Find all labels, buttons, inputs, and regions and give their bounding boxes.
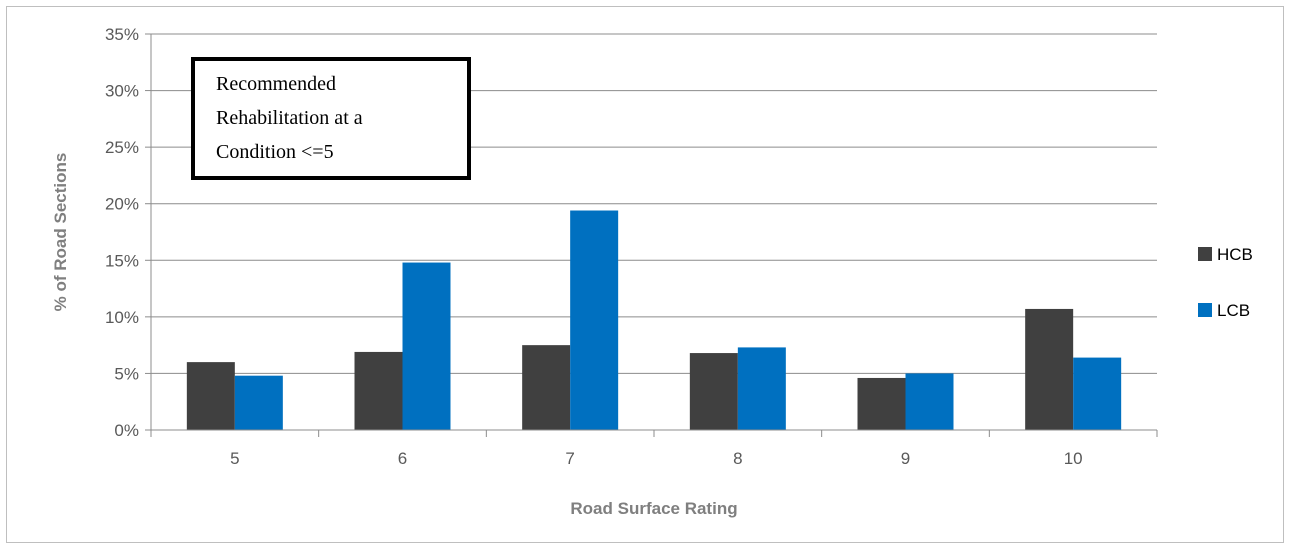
legend-swatch-lcb [1198, 303, 1212, 317]
x-tick-label: 8 [733, 449, 742, 468]
x-tick-label: 9 [901, 449, 910, 468]
bar-hcb-5 [186, 362, 235, 430]
y-tick-label: 25% [105, 138, 139, 157]
bar-lcb-7 [570, 210, 619, 430]
bar-lcb-9 [905, 373, 954, 430]
x-tick-label: 6 [398, 449, 407, 468]
legend: HCB LCB [1198, 245, 1253, 320]
y-tick-label: 10% [105, 308, 139, 327]
x-tick-label: 7 [565, 449, 574, 468]
annotation-border [191, 57, 471, 180]
legend-swatch-hcb [1198, 247, 1212, 261]
x-axis-title: Road Surface Rating [570, 499, 737, 518]
bar-lcb-5 [234, 375, 283, 430]
bars [186, 210, 1122, 430]
bar-lcb-8 [737, 347, 786, 430]
y-axis-ticks: 0% 5% 10% 15% 20% 25% 30% 35% [105, 25, 152, 440]
bar-hcb-7 [522, 345, 571, 430]
bar-hcb-6 [354, 351, 403, 430]
bar-hcb-8 [689, 353, 738, 430]
annotation-line-3: Condition <=5 [216, 141, 334, 163]
y-tick-label: 30% [105, 82, 139, 101]
legend-label-lcb: LCB [1217, 301, 1250, 320]
y-axis-title: % of Road Sections [51, 153, 70, 312]
bar-lcb-10 [1073, 357, 1122, 430]
y-tick-label: 5% [114, 364, 139, 383]
annotation-line-1: Recommended [216, 73, 336, 95]
bar-hcb-10 [1025, 308, 1074, 430]
x-tick-label: 10 [1064, 449, 1083, 468]
y-tick-label: 15% [105, 251, 139, 270]
x-axis: 5 6 7 8 9 10 [150, 429, 1158, 468]
bar-lcb-6 [402, 262, 451, 430]
annotation-box: Recommended Rehabilitation at a Conditio… [191, 57, 471, 180]
y-tick-label: 20% [105, 195, 139, 214]
legend-label-hcb: HCB [1217, 245, 1253, 264]
y-tick-label: 0% [114, 421, 139, 440]
annotation-line-2: Rehabilitation at a [216, 107, 363, 129]
y-tick-label: 35% [105, 25, 139, 44]
bar-hcb-9 [857, 377, 906, 430]
x-tick-label: 5 [230, 449, 239, 468]
